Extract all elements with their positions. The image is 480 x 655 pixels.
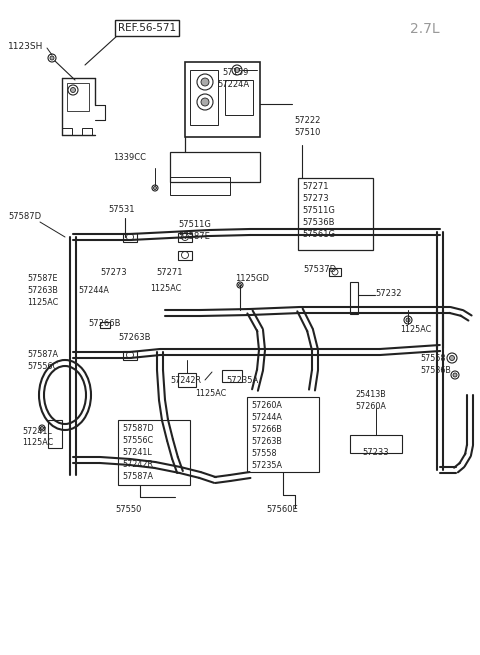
Text: 57235A: 57235A xyxy=(226,376,258,385)
Text: 57511G: 57511G xyxy=(178,220,211,229)
Bar xyxy=(48,420,62,448)
Text: 57560E: 57560E xyxy=(266,505,298,514)
Text: 57232: 57232 xyxy=(375,289,401,298)
Text: REF.56-571: REF.56-571 xyxy=(118,23,176,33)
Text: 57233: 57233 xyxy=(362,448,389,457)
Bar xyxy=(247,397,319,472)
Bar xyxy=(178,373,196,387)
Text: 57263B: 57263B xyxy=(27,286,58,295)
Text: 1125AC: 1125AC xyxy=(400,325,431,334)
Bar xyxy=(298,178,373,250)
Circle shape xyxy=(449,356,455,360)
Text: 2.7L: 2.7L xyxy=(410,22,440,36)
Text: 57244A: 57244A xyxy=(251,413,282,422)
Circle shape xyxy=(239,284,241,286)
Text: 57558: 57558 xyxy=(420,354,445,363)
Circle shape xyxy=(40,426,44,430)
Text: 57558: 57558 xyxy=(251,449,276,458)
Text: 57266B: 57266B xyxy=(88,319,120,328)
Text: 57587E: 57587E xyxy=(27,274,58,283)
Bar xyxy=(118,420,190,485)
Circle shape xyxy=(201,98,209,106)
Text: 57511G: 57511G xyxy=(302,206,335,215)
Circle shape xyxy=(154,187,156,189)
Text: 57550: 57550 xyxy=(115,505,142,514)
Bar xyxy=(185,62,260,137)
Text: 57510: 57510 xyxy=(294,128,320,137)
Text: 57561G: 57561G xyxy=(302,230,335,239)
Bar xyxy=(178,233,192,242)
Bar xyxy=(123,233,137,242)
Bar xyxy=(350,282,358,314)
Text: 1125AC: 1125AC xyxy=(22,438,53,447)
Bar xyxy=(67,83,89,111)
Text: 57537D: 57537D xyxy=(303,265,336,274)
Text: 1123SH: 1123SH xyxy=(8,42,43,51)
Text: 57271: 57271 xyxy=(156,268,182,277)
Circle shape xyxy=(453,373,457,377)
Text: 57263B: 57263B xyxy=(118,333,151,342)
Text: 57263B: 57263B xyxy=(251,437,282,446)
Text: 57266B: 57266B xyxy=(251,425,282,434)
Text: 25413B: 25413B xyxy=(355,390,386,399)
Text: 57587A: 57587A xyxy=(122,472,153,481)
Text: 57536B: 57536B xyxy=(420,366,451,375)
Text: 1125AC: 1125AC xyxy=(150,284,181,293)
Circle shape xyxy=(50,56,54,60)
Text: 57273: 57273 xyxy=(302,194,329,203)
Text: 1125GD: 1125GD xyxy=(235,274,269,283)
Text: 57556C: 57556C xyxy=(122,436,153,445)
Circle shape xyxy=(201,78,209,86)
Bar xyxy=(222,370,242,382)
Text: 57241L: 57241L xyxy=(22,427,52,436)
Circle shape xyxy=(406,318,410,322)
Circle shape xyxy=(235,67,240,73)
Text: 57531: 57531 xyxy=(108,205,134,214)
Text: 57587A: 57587A xyxy=(27,350,58,359)
Bar xyxy=(350,435,402,453)
Bar xyxy=(170,177,230,195)
Text: 57159: 57159 xyxy=(222,68,248,77)
Text: 57222: 57222 xyxy=(294,116,320,125)
Text: 57244A: 57244A xyxy=(78,286,109,295)
Text: 57242R: 57242R xyxy=(170,376,201,385)
Text: 57235A: 57235A xyxy=(251,461,282,470)
Bar xyxy=(82,128,92,135)
Text: 57260A: 57260A xyxy=(251,401,282,410)
Bar xyxy=(329,268,341,276)
Text: 57271: 57271 xyxy=(302,182,328,191)
Circle shape xyxy=(71,88,75,92)
Text: 57587D: 57587D xyxy=(122,424,154,433)
Bar xyxy=(123,350,137,360)
Bar xyxy=(62,128,72,135)
Text: 1125AC: 1125AC xyxy=(27,298,58,307)
Text: 57536B: 57536B xyxy=(302,218,335,227)
Text: 57587D: 57587D xyxy=(8,212,41,221)
Text: 1339CC: 1339CC xyxy=(113,153,146,162)
Bar xyxy=(100,322,110,328)
Text: 57242R: 57242R xyxy=(122,460,153,469)
Bar xyxy=(178,250,192,259)
Text: 57556C: 57556C xyxy=(27,362,58,371)
Text: 57241L: 57241L xyxy=(122,448,152,457)
Text: 57273: 57273 xyxy=(100,268,127,277)
Text: 57224A: 57224A xyxy=(217,80,249,89)
Text: 57260A: 57260A xyxy=(355,402,386,411)
Text: 57587E: 57587E xyxy=(178,232,210,241)
Bar xyxy=(225,80,253,115)
Text: 1125AC: 1125AC xyxy=(195,389,226,398)
Bar xyxy=(170,152,260,182)
Bar xyxy=(190,70,218,125)
